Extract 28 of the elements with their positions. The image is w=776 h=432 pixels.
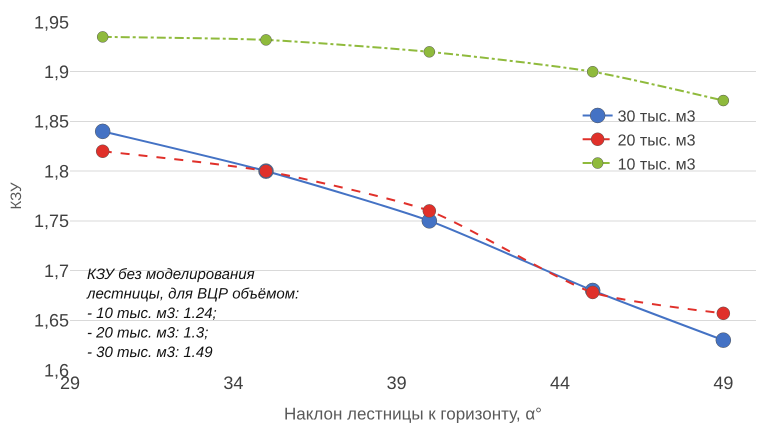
y-tick-label: 1,85 [34,112,69,132]
x-tick-label: 34 [223,373,244,393]
legend-label: 10 тыс. м3 [618,156,696,174]
y-tick-label: 1,8 [44,161,69,182]
y-tick-label: 1,95 [34,12,69,32]
x-axis-title: Наклон лестницы к горизонту, α° [284,404,542,424]
point [718,94,730,106]
point [716,306,730,320]
x-tick-label: 44 [550,373,570,393]
y-axis-title: КЗУ [8,182,26,210]
y-tick-label: 1,65 [34,310,69,331]
y-tick-label: 1,9 [44,62,69,82]
legend-label: 30 тыс. м3 [618,108,696,126]
point [424,46,436,58]
point [96,144,110,158]
y-tick-label: 1,7 [44,260,69,281]
point [96,31,108,43]
legend-label: 20 тыс. м3 [618,132,696,150]
annotation: КЗУ без моделирования лестницы, для ВЦР объёмом: - 10 тыс. м3: 1.24; - 20 тыс. м3: 1.3; - 30 тыс. м3: 1.49 [86,266,300,361]
point [422,204,436,218]
point [716,332,732,348]
point [260,34,272,46]
y-tick-label: 1,75 [34,211,69,232]
x-tick-label: 49 [713,373,734,393]
point [586,286,600,300]
point [94,124,110,140]
x-tick-label: 39 [386,373,407,393]
point [586,66,598,78]
